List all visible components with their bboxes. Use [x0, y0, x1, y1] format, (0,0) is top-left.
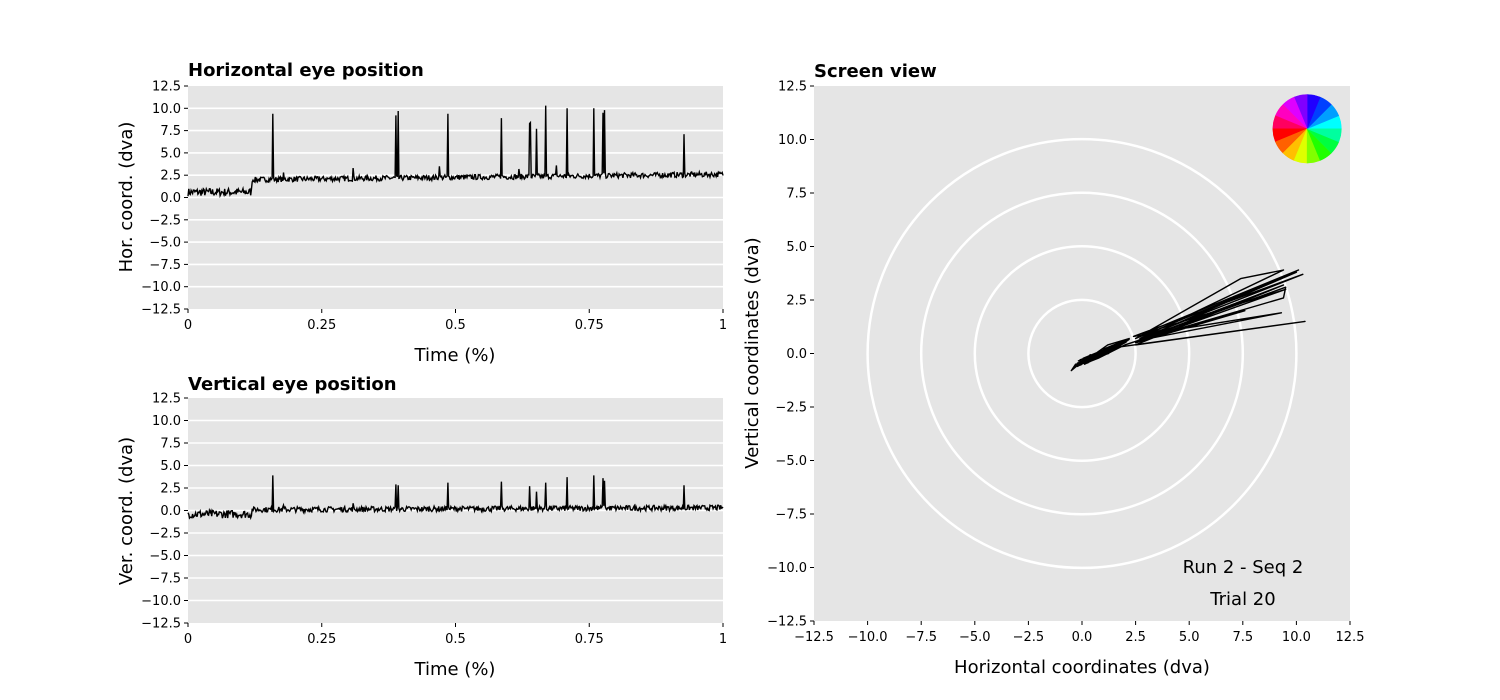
x-tick-label: 0.25 — [307, 632, 336, 647]
y-tick-label: 5.0 — [160, 459, 181, 474]
y-tick-label: 10.0 — [152, 102, 181, 117]
x-axis-label: Time (%) — [414, 345, 496, 366]
y-tick-label: −2.5 — [149, 213, 181, 228]
vertical-position-panel: 12.5 10.0 7.5 5.0 2.5 0.0 −2.5 −5.0 −7.5 −10.0 −12… — [116, 374, 727, 680]
y-tick-label: 7.5 — [160, 124, 181, 139]
x-tick-label: 2.5 — [1125, 630, 1146, 645]
y-tick-label: −2.5 — [149, 527, 181, 542]
y-axis-label: Vertical coordinates (dva) — [742, 237, 763, 468]
x-tick-label: 0 — [184, 318, 192, 333]
x-tick-label: 0.75 — [575, 632, 604, 647]
y-tick-label: −7.5 — [149, 572, 181, 587]
x-tick-label: 1 — [719, 318, 727, 333]
y-tick-label: 0.0 — [160, 191, 181, 206]
y-tick-label: −5.0 — [775, 454, 807, 469]
x-tick-label: −10.0 — [848, 630, 888, 645]
y-tick-label: 2.5 — [160, 482, 181, 497]
x-tick-label: 1 — [719, 632, 727, 647]
y-tick-label: 5.0 — [160, 146, 181, 161]
y-axis-label: Hor. coord. (dva) — [116, 122, 137, 273]
x-tick-label: 10.0 — [1282, 630, 1311, 645]
y-tick-label: −10.0 — [767, 561, 807, 576]
y-tick-label: −5.0 — [149, 236, 181, 251]
x-tick-label: 0.5 — [445, 318, 466, 333]
y-tick-label: 0.0 — [786, 347, 807, 362]
horizontal-trace-line — [187, 105, 724, 199]
x-axis-label: Horizontal coordinates (dva) — [954, 657, 1210, 678]
y-tick-label: 2.5 — [786, 294, 807, 309]
chart-title: Horizontal eye position — [188, 60, 424, 81]
x-tick-label: −5.0 — [959, 630, 991, 645]
y-tick-label: 2.5 — [160, 169, 181, 184]
eccentricity-ring — [1027, 298, 1137, 409]
y-tick-label: −7.5 — [775, 508, 807, 523]
trial-annotation: Trial 20 — [1209, 589, 1275, 610]
x-tick-label: 0.5 — [445, 632, 466, 647]
x-tick-label: 0.25 — [307, 318, 336, 333]
y-tick-label: 12.5 — [152, 80, 181, 95]
x-tick-label: −12.5 — [794, 630, 834, 645]
y-tick-label: −5.0 — [149, 549, 181, 564]
eccentricity-ring — [919, 191, 1245, 516]
x-tick-label: −7.5 — [905, 630, 937, 645]
chart-title: Screen view — [814, 61, 937, 82]
eccentricity-ring — [866, 137, 1298, 570]
chart-title: Vertical eye position — [188, 374, 397, 395]
y-tick-label: −2.5 — [775, 401, 807, 416]
y-tick-label: 7.5 — [786, 187, 807, 202]
y-tick-label: 5.0 — [786, 240, 807, 255]
color-wheel-segment — [1307, 128, 1342, 143]
x-tick-label: 0.75 — [575, 318, 604, 333]
x-axis-label: Time (%) — [414, 659, 496, 680]
y-axis-label: Ver. coord. (dva) — [116, 437, 137, 585]
vertical-trace-line — [187, 475, 724, 521]
y-tick-label: 7.5 — [160, 437, 181, 452]
screen-view-panel: −12.5 −10.0 −7.5 −5.0 −2.5 0.0 2.5 5.0 7.5 10.0 12… — [742, 61, 1364, 678]
y-tick-label: −12.5 — [141, 303, 181, 318]
y-tick-label: 10.0 — [778, 133, 807, 148]
gaze-trace-line — [1070, 269, 1306, 372]
x-tick-label: 0.0 — [1072, 630, 1093, 645]
x-tick-label: 0 — [184, 632, 192, 647]
y-tick-label: −10.0 — [141, 594, 181, 609]
x-tick-label: 7.5 — [1232, 630, 1253, 645]
y-tick-label: 10.0 — [152, 414, 181, 429]
y-tick-label: −7.5 — [149, 258, 181, 273]
plot-background — [814, 86, 1350, 621]
y-tick-label: −10.0 — [141, 280, 181, 295]
y-tick-label: −12.5 — [767, 615, 807, 630]
x-tick-label: 5.0 — [1179, 630, 1200, 645]
y-tick-label: 12.5 — [152, 392, 181, 407]
y-tick-label: 12.5 — [778, 80, 807, 95]
y-tick-label: −12.5 — [141, 617, 181, 632]
horizontal-position-panel: 12.5 10.0 7.5 5.0 2.5 0.0 −2.5 −5.0 −7.5 −10.0 −12… — [116, 60, 727, 366]
run-sequence-annotation: Run 2 - Seq 2 — [1183, 557, 1304, 578]
x-tick-label: 12.5 — [1336, 630, 1365, 645]
y-tick-label: 0.0 — [160, 504, 181, 519]
eccentricity-ring — [973, 245, 1191, 462]
x-tick-label: −2.5 — [1013, 630, 1045, 645]
